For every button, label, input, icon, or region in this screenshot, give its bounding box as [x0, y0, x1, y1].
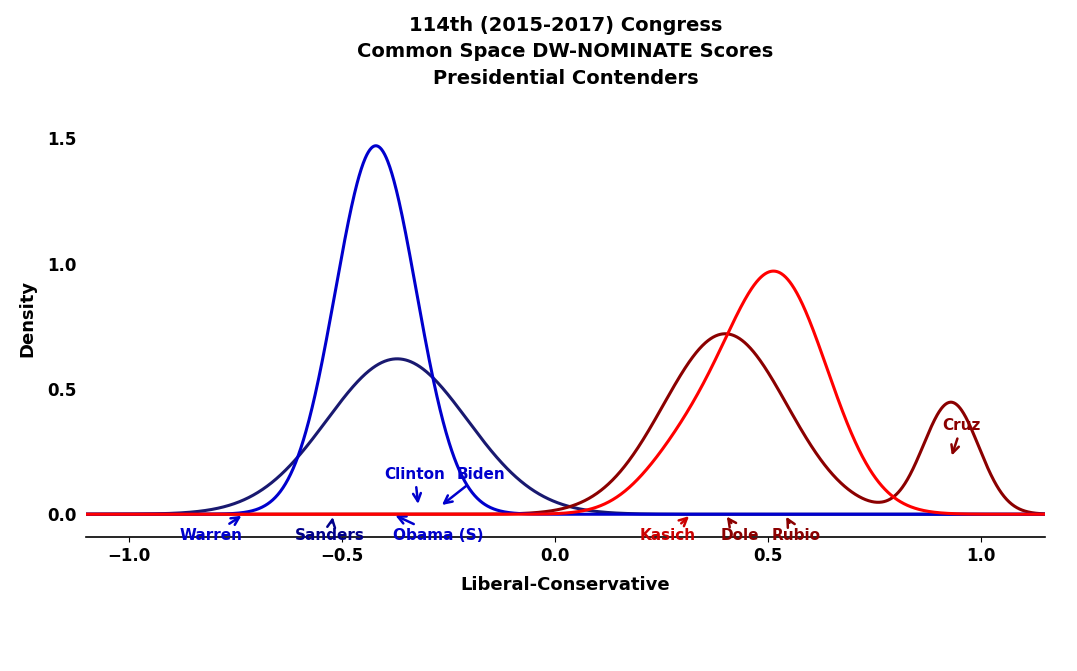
Text: Obama (S): Obama (S)	[393, 517, 484, 543]
Text: Cruz: Cruz	[942, 418, 981, 453]
Text: Warren: Warren	[180, 517, 243, 543]
Text: Sanders: Sanders	[295, 520, 365, 543]
Text: Clinton: Clinton	[384, 466, 445, 501]
X-axis label: Liberal-Conservative: Liberal-Conservative	[461, 576, 670, 594]
Text: Biden: Biden	[444, 466, 505, 503]
Text: Dole: Dole	[721, 519, 759, 543]
Text: Kasich: Kasich	[640, 518, 696, 543]
Title: 114th (2015-2017) Congress
Common Space DW-NOMINATE Scores
Presidential Contende: 114th (2015-2017) Congress Common Space …	[358, 16, 773, 88]
Y-axis label: Density: Density	[18, 280, 36, 357]
Text: Rubio: Rubio	[772, 519, 821, 543]
